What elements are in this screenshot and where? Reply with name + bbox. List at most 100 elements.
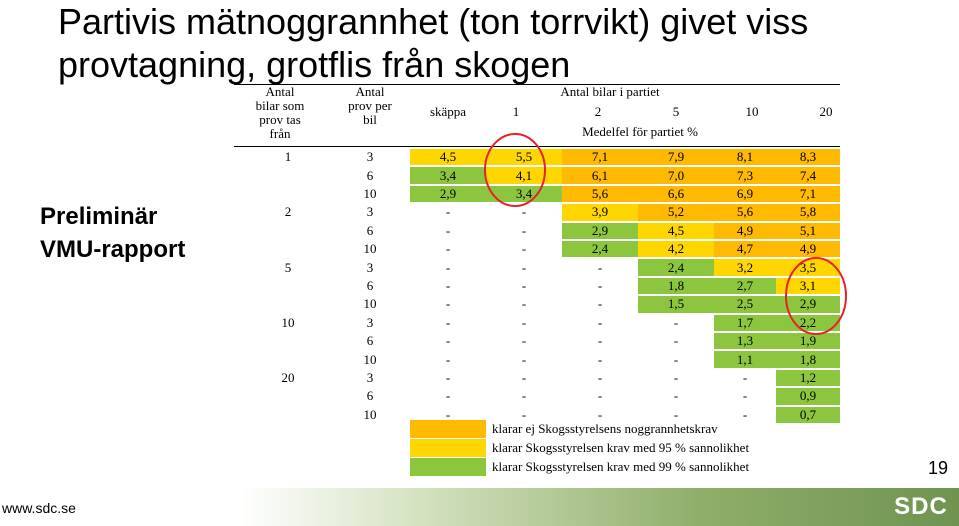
table-value-cell: 1,8 xyxy=(638,277,714,295)
row-samples-value: 3 xyxy=(366,369,374,385)
table-value-cell: 2,4 xyxy=(562,241,638,258)
table-value-cell: - xyxy=(597,277,603,293)
table-value-cell: - xyxy=(597,351,603,367)
table-value-cell: 2,9 xyxy=(562,222,638,239)
row-samples-value: 3 xyxy=(366,149,374,165)
table-value-cell: - xyxy=(521,388,527,404)
sdc-logo: SDC xyxy=(894,493,948,520)
row-samples-value: 6 xyxy=(366,167,374,183)
table-value-cell: 5,5 xyxy=(486,149,562,166)
table-value-cell: 2,9 xyxy=(410,185,486,203)
table-value-cell: - xyxy=(445,277,451,293)
table-value-cell: 2,7 xyxy=(714,277,776,295)
table-value-cell: 4,5 xyxy=(410,149,486,166)
row-trucks-value: 20 xyxy=(281,369,295,385)
table-value-cell: - xyxy=(445,333,451,349)
table-value-cell: 3,1 xyxy=(776,277,840,295)
table-value-cell: - xyxy=(445,296,451,312)
table-value-cell: 0,9 xyxy=(776,388,840,405)
row-samples-value: 10 xyxy=(363,406,377,422)
table-value-cell: - xyxy=(521,314,527,330)
table-value-cell: 7,4 xyxy=(776,167,840,184)
table-value-cell: - xyxy=(597,369,603,385)
table-value-cell: - xyxy=(742,406,748,422)
legend-label: klarar Skogsstyrelsen krav med 95 % sann… xyxy=(492,440,750,455)
table-value-cell: 2,4 xyxy=(638,259,714,276)
header-batch-size: 20 xyxy=(819,104,833,119)
header-samples-per-truck: Antal prov per bil xyxy=(348,84,392,127)
table-value-cell: - xyxy=(445,351,451,367)
table-value-cell: 3,4 xyxy=(410,167,486,184)
table-value-cell: - xyxy=(742,388,748,404)
page-title: Partivis mätnoggrannhet (ton torrvikt) g… xyxy=(58,1,809,85)
table-value-cell: 7,1 xyxy=(776,185,840,203)
row-samples-value: 10 xyxy=(363,241,377,257)
table-value-cell: - xyxy=(597,259,603,275)
table-value-cell: - xyxy=(673,333,679,349)
table-value-cell: - xyxy=(445,259,451,275)
table-value-cell: - xyxy=(521,241,527,257)
row-samples-value: 6 xyxy=(366,277,374,293)
table-top-rule xyxy=(234,84,840,85)
table-value-cell: - xyxy=(445,369,451,385)
row-samples-value: 6 xyxy=(366,333,374,349)
page-number: 19 xyxy=(928,458,949,478)
table-value-cell: 5,6 xyxy=(562,185,638,203)
row-samples-value: 3 xyxy=(366,259,374,275)
row-samples-value: 10 xyxy=(363,351,377,367)
table-value-cell: - xyxy=(521,406,527,422)
table-value-cell: 5,6 xyxy=(714,204,776,221)
table-value-cell: - xyxy=(742,369,748,385)
header-batch-trucks: Antal bilar i partiet xyxy=(560,84,660,99)
table-value-cell: 5,1 xyxy=(776,222,840,239)
row-samples-value: 6 xyxy=(366,222,374,238)
table-value-cell: 7,0 xyxy=(638,167,714,184)
side-label-line2: VMU-rapport xyxy=(40,236,186,263)
row-samples-value: 3 xyxy=(366,314,374,330)
row-samples-value: 10 xyxy=(363,185,377,201)
side-label: Preliminär VMU-rapport xyxy=(40,200,185,266)
table-value-cell: 1,2 xyxy=(776,369,840,387)
table-value-cell: 4,5 xyxy=(638,222,714,239)
row-trucks-value: 1 xyxy=(284,149,292,165)
row-trucks-value: 5 xyxy=(284,259,292,275)
table-value-cell: 7,3 xyxy=(714,167,776,184)
table-value-cell: 1,5 xyxy=(638,296,714,313)
table-value-cell: 1,1 xyxy=(714,351,776,368)
legend-swatch-green xyxy=(410,458,486,476)
footer-url[interactable]: www.sdc.se xyxy=(2,500,76,516)
table-value-cell: 5,2 xyxy=(638,204,714,221)
table-value-cell: 4,2 xyxy=(638,241,714,258)
header-batch-size: 2 xyxy=(594,104,602,119)
highlight-circle-left xyxy=(484,133,546,207)
header-batch-size: 5 xyxy=(672,104,680,119)
table-value-cell: 5,8 xyxy=(776,204,840,221)
header-batch-size: 1 xyxy=(512,104,520,119)
table-value-cell: - xyxy=(521,259,527,275)
table-value-cell: - xyxy=(597,296,603,312)
table-value-cell: - xyxy=(673,388,679,404)
table-value-cell: - xyxy=(673,369,679,385)
legend-swatch-orange xyxy=(410,420,486,438)
table-value-cell: 6,9 xyxy=(714,185,776,203)
header-mean-error: Medelfel för partiet % xyxy=(582,124,698,139)
footer-bar xyxy=(0,488,959,526)
table-value-cell: - xyxy=(673,406,679,422)
row-samples-value: 10 xyxy=(363,296,377,312)
table-value-cell: - xyxy=(445,222,451,238)
table-value-cell: 1,9 xyxy=(776,333,840,350)
table-value-cell: 0,7 xyxy=(776,406,840,423)
table-value-cell: - xyxy=(597,314,603,330)
table-value-cell: 4,9 xyxy=(714,222,776,239)
table-value-cell: - xyxy=(597,333,603,349)
table-value-cell: 3,2 xyxy=(714,259,776,276)
sdc-logo-text: SDC xyxy=(894,493,948,520)
table-value-cell: 3,4 xyxy=(486,185,562,203)
table-value-cell: - xyxy=(673,314,679,330)
highlight-circle-right xyxy=(785,257,847,335)
table-value-cell: 2,9 xyxy=(776,296,840,313)
row-trucks-value: 2 xyxy=(284,204,292,220)
table-value-cell: 8,1 xyxy=(714,149,776,166)
table-value-cell: 4,9 xyxy=(776,241,840,258)
